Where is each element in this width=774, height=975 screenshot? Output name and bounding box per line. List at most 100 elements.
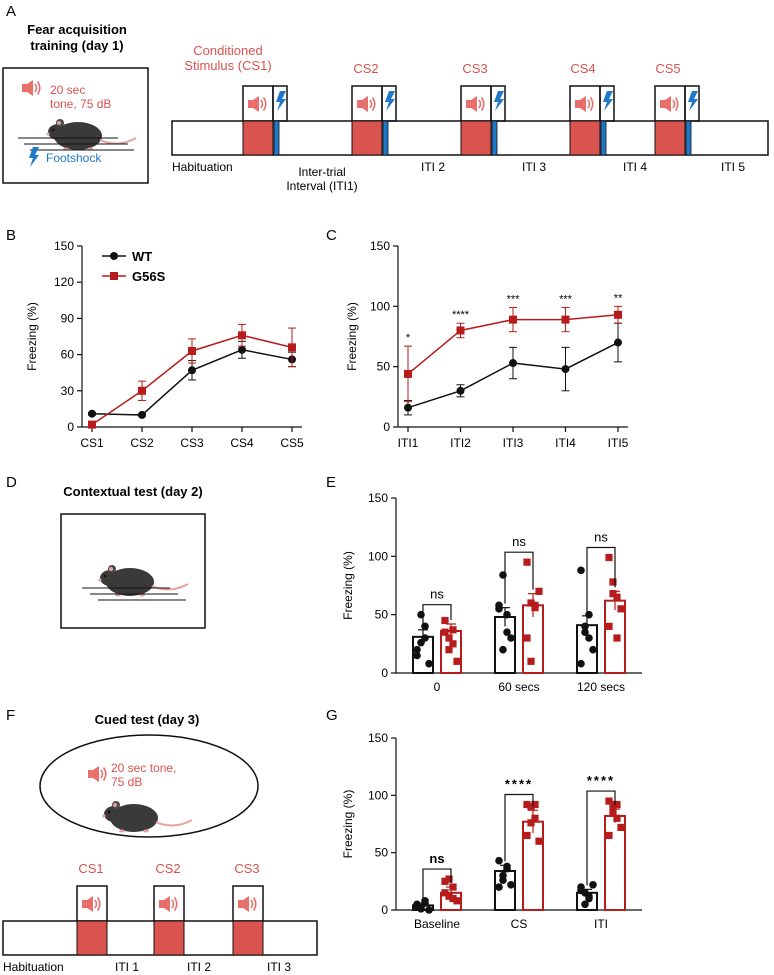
individual-point-wt <box>503 610 511 619</box>
panel-label-f: F <box>6 707 15 724</box>
data-point-wt <box>561 365 570 374</box>
significance-label: ns <box>512 534 526 549</box>
shock-icon <box>276 91 286 111</box>
speaker-icon <box>247 95 267 113</box>
x-tick-label: ITI <box>594 917 608 931</box>
shock-icon <box>603 91 613 111</box>
individual-point-wt <box>585 892 593 901</box>
shock-box-5 <box>684 85 700 122</box>
iti2-label: ITI 2 <box>421 160 445 174</box>
chart-e: 0 50 100 150 Freezing (%) 0 ns 60 secs ns 120 sec… <box>341 491 642 694</box>
panel-d-title: Contextual test (day 2) <box>63 484 202 499</box>
panel-e: E 0 50 100 150 Freezing (%) 0 ns 60 secs ns 120 s… <box>326 474 642 694</box>
panel-label-b: B <box>6 227 16 244</box>
speaker-icon <box>21 79 41 97</box>
comparison-bracket <box>586 790 616 886</box>
panel-f: F Cued test (day 3) 20 sec tone, 75 dB C… <box>2 707 318 974</box>
individual-point-wt <box>413 645 421 654</box>
footshock-label: Footshock <box>46 151 102 165</box>
individual-point-wt <box>425 906 433 914</box>
panel-label-g: G <box>326 707 338 724</box>
individual-point-wt <box>503 864 511 873</box>
individual-point-wt <box>507 880 515 889</box>
y-axis-label: Freezing (%) <box>25 302 39 371</box>
speaker-icon <box>465 95 485 113</box>
significance-label: ns <box>430 587 444 602</box>
panel-f-tone-line1: 20 sec tone, <box>111 761 176 775</box>
panel-g: G 0 50 100 150 Freezing (%) Baseline ns CS **** I… <box>326 707 642 931</box>
individual-point-g56s <box>617 605 625 613</box>
individual-point-g56s <box>445 892 453 900</box>
data-point-wt <box>188 366 196 375</box>
y-tick-label: 90 <box>61 311 75 325</box>
significance-label: ns <box>594 530 608 545</box>
y-tick-label: 100 <box>370 299 390 313</box>
cue-cs2-label: CS2 <box>155 861 180 876</box>
individual-point-wt <box>495 605 503 613</box>
y-tick-label: 120 <box>54 275 74 289</box>
individual-point-wt <box>421 622 429 631</box>
legend-label-g56s: G56S <box>132 269 166 284</box>
individual-point-g56s <box>523 634 531 642</box>
legend-marker-wt <box>110 252 118 260</box>
panel-d: D Contextual test (day 2) <box>6 474 206 629</box>
individual-point-g56s <box>609 800 617 809</box>
cs1-label-line2: Stimulus (CS1) <box>184 58 271 73</box>
shock-period-5 <box>685 120 692 156</box>
data-point-g56s <box>238 331 246 340</box>
y-tick-label: 100 <box>368 549 388 563</box>
cue-chamber <box>39 734 259 838</box>
data-point-g56s <box>561 315 570 324</box>
y-tick-label: 50 <box>375 846 389 860</box>
significance-label: *** <box>559 294 573 306</box>
individual-point-g56s <box>527 657 535 665</box>
individual-point-g56s <box>449 640 457 648</box>
y-tick-label: 100 <box>368 788 388 802</box>
shock-box-2 <box>381 85 397 122</box>
individual-point-g56s <box>523 800 531 809</box>
shock-icon <box>385 91 395 111</box>
comparison-bracket <box>586 546 616 612</box>
panel-a-tone-line1: 20 sec <box>50 83 85 97</box>
tone-period-3 <box>460 120 492 156</box>
significance-label: **** <box>505 777 533 792</box>
iti5-label: ITI 5 <box>721 160 745 174</box>
x-tick-label: ITI5 <box>608 436 629 450</box>
data-point-g56s <box>404 369 412 378</box>
tone-period-3 <box>232 920 264 956</box>
speaker-icon <box>574 95 594 113</box>
data-point-wt <box>456 386 465 395</box>
cue-cs3-label: CS3 <box>234 861 259 876</box>
tone-period-1 <box>76 920 108 956</box>
individual-point-wt <box>417 610 425 619</box>
individual-point-g56s <box>605 622 613 630</box>
data-point-wt <box>138 410 146 419</box>
individual-point-wt <box>499 645 507 654</box>
individual-point-wt <box>581 622 589 631</box>
individual-point-wt <box>585 610 593 619</box>
cue-iti2-label: ITI 2 <box>187 960 211 974</box>
tone-period-5 <box>654 120 686 156</box>
legend-label-wt: WT <box>132 249 152 264</box>
individual-point-g56s <box>453 897 461 905</box>
individual-point-wt <box>589 645 597 654</box>
individual-point-g56s <box>445 634 453 642</box>
individual-point-wt <box>577 566 585 575</box>
cs4-label: CS4 <box>570 61 595 76</box>
individual-point-g56s <box>523 558 531 566</box>
comparison-bracket <box>422 604 452 626</box>
x-tick-label: Baseline <box>414 917 460 931</box>
x-tick-label: 0 <box>434 680 441 694</box>
shock-period-1 <box>273 120 280 156</box>
data-point-wt <box>238 345 246 354</box>
comparison-bracket <box>422 868 452 900</box>
data-point-g56s <box>614 310 622 319</box>
y-tick-label: 150 <box>368 491 388 505</box>
significance-label: * <box>406 332 411 344</box>
chart-g: 0 50 100 150 Freezing (%) Baseline ns CS **** ITI… <box>341 731 642 931</box>
cs5-label: CS5 <box>655 61 680 76</box>
data-point-g56s <box>509 315 517 324</box>
mouse-icon <box>45 118 137 152</box>
individual-point-g56s <box>609 578 617 586</box>
y-tick-label: 150 <box>368 731 388 745</box>
